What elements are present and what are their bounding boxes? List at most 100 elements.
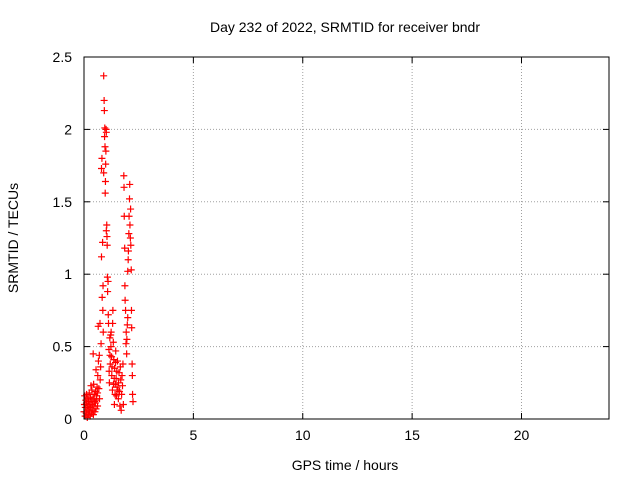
data-point — [101, 143, 109, 151]
data-point — [96, 376, 104, 384]
data-point — [103, 273, 111, 281]
data-point — [126, 195, 133, 203]
data-point — [120, 183, 128, 191]
y-tick-label: 0.5 — [53, 339, 73, 355]
data-point — [103, 221, 111, 229]
data-point — [124, 256, 132, 264]
data-point — [91, 398, 99, 406]
data-point — [92, 366, 100, 374]
x-tick-label: 15 — [404, 427, 420, 443]
x-tick-label: 10 — [295, 427, 311, 443]
data-point — [89, 350, 97, 358]
data-point — [119, 401, 127, 409]
data-point — [99, 328, 107, 336]
data-point — [106, 351, 114, 359]
data-point — [95, 385, 103, 393]
data-point — [124, 314, 132, 322]
data-point — [126, 180, 134, 188]
data-point — [128, 324, 136, 332]
data-point — [98, 154, 106, 162]
data-point — [121, 244, 129, 252]
data-point — [127, 306, 135, 314]
data-point — [117, 406, 125, 414]
data-point — [100, 96, 108, 104]
data-point — [98, 164, 105, 172]
data-point — [129, 390, 137, 398]
data-points — [80, 72, 137, 422]
x-tick-label: 0 — [80, 427, 88, 443]
x-axis-ticks: 0 5 10 15 20 — [80, 57, 529, 443]
data-point — [118, 390, 126, 398]
data-point — [98, 293, 106, 301]
data-point — [95, 351, 103, 359]
data-point — [94, 372, 102, 380]
data-point — [123, 321, 131, 329]
data-point — [107, 328, 115, 336]
data-point — [120, 172, 128, 180]
y-tick-label: 1.5 — [53, 194, 73, 210]
y-axis-label: SRMTID / TECUs — [5, 183, 21, 293]
plot-frame — [83, 56, 610, 420]
data-point — [123, 350, 131, 358]
data-point — [123, 335, 131, 343]
data-point — [100, 169, 108, 177]
data-point — [111, 390, 119, 398]
data-point — [97, 363, 105, 371]
data-point — [102, 147, 110, 155]
data-point — [107, 343, 115, 351]
data-point — [112, 347, 120, 355]
data-point — [94, 357, 102, 365]
data-point — [124, 247, 132, 255]
data-point — [127, 205, 135, 213]
data-point — [104, 288, 112, 296]
data-point — [100, 107, 108, 115]
data-point — [99, 306, 107, 314]
data-point — [96, 395, 104, 403]
data-point — [104, 277, 112, 285]
data-point — [126, 234, 134, 242]
data-point — [96, 319, 104, 327]
data-point — [101, 133, 109, 141]
gridlines — [84, 57, 609, 419]
y-axis-ticks: 0 0.5 1 1.5 2 2.5 — [53, 49, 609, 427]
data-point — [121, 282, 129, 290]
data-point — [125, 212, 133, 220]
data-point — [100, 72, 108, 80]
data-point — [116, 402, 124, 410]
data-point — [129, 398, 137, 406]
data-point — [117, 376, 125, 384]
data-point — [122, 306, 130, 314]
data-point — [101, 124, 109, 132]
data-point — [101, 178, 109, 186]
y-tick-label: 2.5 — [53, 49, 73, 65]
data-point — [109, 319, 117, 327]
data-point — [125, 230, 133, 238]
data-point — [99, 282, 107, 290]
data-point — [101, 189, 109, 197]
data-point — [119, 382, 126, 390]
data-point — [122, 328, 130, 336]
data-point — [94, 389, 102, 397]
data-point — [105, 379, 113, 387]
data-point — [124, 267, 132, 275]
data-point — [102, 128, 110, 136]
x-tick-label: 5 — [189, 427, 197, 443]
data-point — [104, 311, 112, 319]
data-point — [105, 367, 113, 375]
data-point — [121, 296, 129, 304]
y-tick-label: 0 — [64, 411, 72, 427]
data-point — [112, 374, 120, 382]
x-axis-label: GPS time / hours — [292, 457, 399, 473]
data-point — [102, 160, 110, 168]
data-point — [126, 221, 134, 229]
data-point — [113, 357, 121, 365]
data-point — [128, 360, 136, 368]
data-point — [119, 360, 127, 368]
data-point — [127, 241, 135, 249]
data-point — [128, 372, 136, 380]
data-point — [99, 238, 107, 246]
data-point — [97, 340, 105, 348]
data-point — [114, 395, 122, 403]
data-point — [103, 233, 111, 241]
